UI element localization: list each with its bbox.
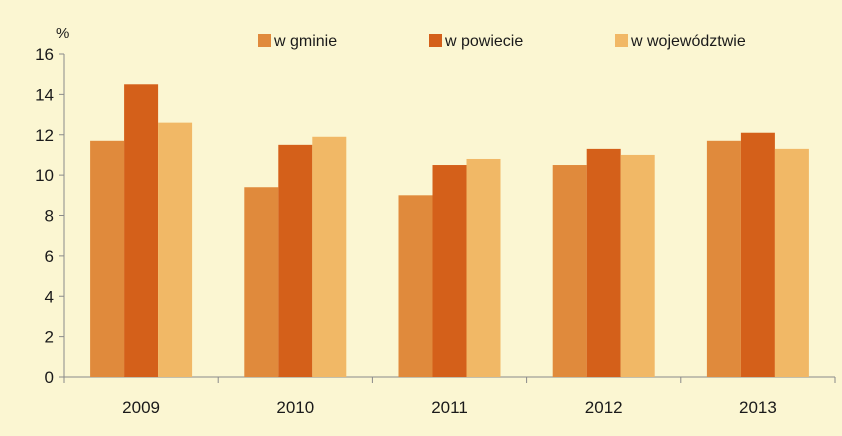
- x-tick-label: 2011: [431, 398, 468, 417]
- x-tick-label: 2010: [276, 398, 314, 417]
- bar: [620, 154, 655, 377]
- y-tick-label: 2: [45, 328, 54, 347]
- y-axis-unit-label: %: [56, 25, 69, 42]
- y-tick-label: 12: [35, 126, 54, 145]
- bar: [552, 165, 587, 377]
- y-tick-label: 10: [35, 166, 54, 185]
- legend-label: w województwie: [630, 33, 746, 50]
- y-axis: 0 2 4 6 8 10 12 14 16: [35, 45, 65, 387]
- y-tick-label: 6: [45, 247, 54, 266]
- x-tick-label: 2013: [739, 398, 777, 417]
- bar: [432, 165, 467, 377]
- bar: [466, 158, 501, 377]
- bars: [90, 84, 809, 377]
- x-tick-label: 2012: [585, 398, 623, 417]
- bar: [706, 140, 741, 377]
- bar: [312, 136, 347, 377]
- legend-label: w gminie: [273, 33, 337, 50]
- y-tick-label: 16: [35, 45, 54, 64]
- y-tick-label: 14: [35, 85, 54, 104]
- bar: [398, 195, 433, 377]
- legend: w gminie w powiecie w województwie: [258, 33, 746, 50]
- x-tick-label: 2009: [122, 398, 160, 417]
- bar: [774, 148, 809, 377]
- legend-label: w powiecie: [444, 33, 523, 50]
- y-tick-label: 0: [45, 368, 54, 387]
- bar: [586, 148, 621, 377]
- x-axis: 2009 2010 2011 2012 2013: [63, 376, 836, 417]
- y-tick-label: 8: [45, 207, 54, 226]
- legend-swatch: [429, 34, 442, 47]
- bar: [158, 122, 193, 377]
- bar: [244, 187, 279, 377]
- legend-swatch: [615, 34, 628, 47]
- bar: [740, 132, 775, 377]
- legend-swatch: [258, 34, 271, 47]
- bar: [90, 140, 125, 377]
- y-tick-label: 4: [45, 287, 54, 306]
- bar: [124, 84, 159, 377]
- bar: [278, 144, 313, 377]
